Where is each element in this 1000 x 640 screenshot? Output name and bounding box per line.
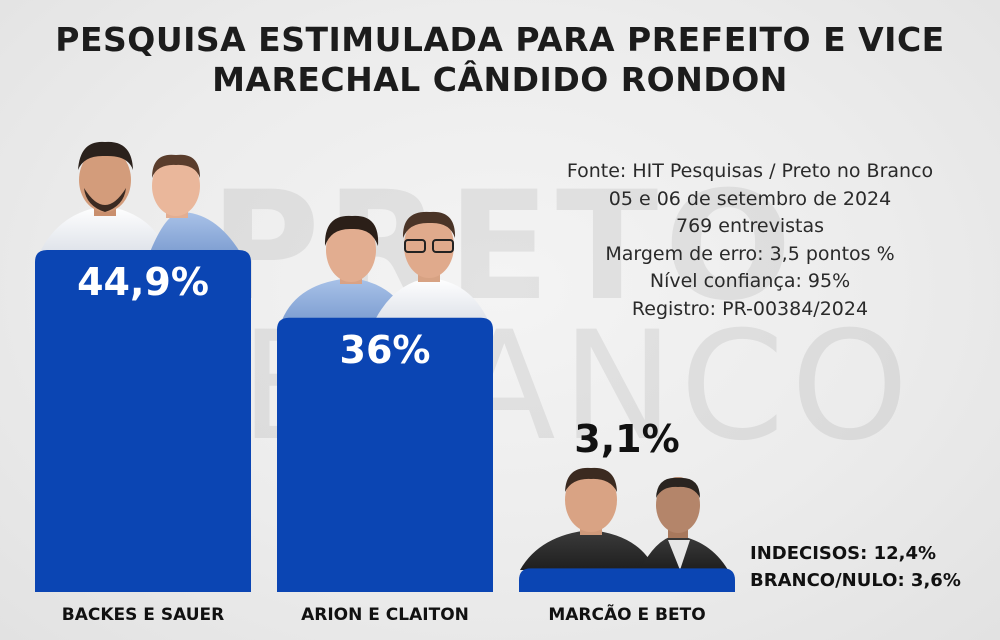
- undecided-label: INDECISOS: 12,4%: [750, 543, 937, 564]
- bar-0: [35, 250, 251, 592]
- bar-2: [519, 568, 735, 592]
- category-label-1: ARION E CLAITON: [301, 605, 469, 625]
- source-info: Fonte: HIT Pesquisas / Preto no Branco 0…: [540, 158, 960, 323]
- page-title: PESQUISA ESTIMULADA PARA PREFEITO E VICE: [55, 20, 945, 59]
- candidates-photo-backes-sauer: [40, 141, 240, 252]
- source-interviews: 769 entrevistas: [676, 215, 824, 237]
- source-confidence: Nível confiança: 95%: [649, 270, 851, 292]
- blank-null-label: BRANCO/NULO: 3,6%: [750, 570, 961, 591]
- bar-value-label-2: 3,1%: [574, 417, 679, 461]
- source-date: 05 e 06 de setembro de 2024: [608, 187, 892, 210]
- category-label-2: MARCÃO E BETO: [548, 602, 705, 625]
- source-margin: Margem de erro: 3,5 pontos %: [605, 242, 895, 265]
- source-registry: Registro: PR-00384/2024: [631, 297, 869, 320]
- bar-value-label-0: 44,9%: [77, 260, 209, 304]
- category-label-0: BACKES E SAUER: [62, 605, 224, 625]
- source-line: Fonte: HIT Pesquisas / Preto no Branco: [566, 160, 934, 182]
- page-subtitle: MARECHAL CÂNDIDO RONDON: [212, 60, 788, 99]
- bar-1: [277, 317, 493, 592]
- bar-value-label-1: 36%: [340, 328, 431, 372]
- candidates-photo-arion-claiton: [282, 211, 488, 320]
- candidates-photo-marcao-beto: [520, 467, 728, 570]
